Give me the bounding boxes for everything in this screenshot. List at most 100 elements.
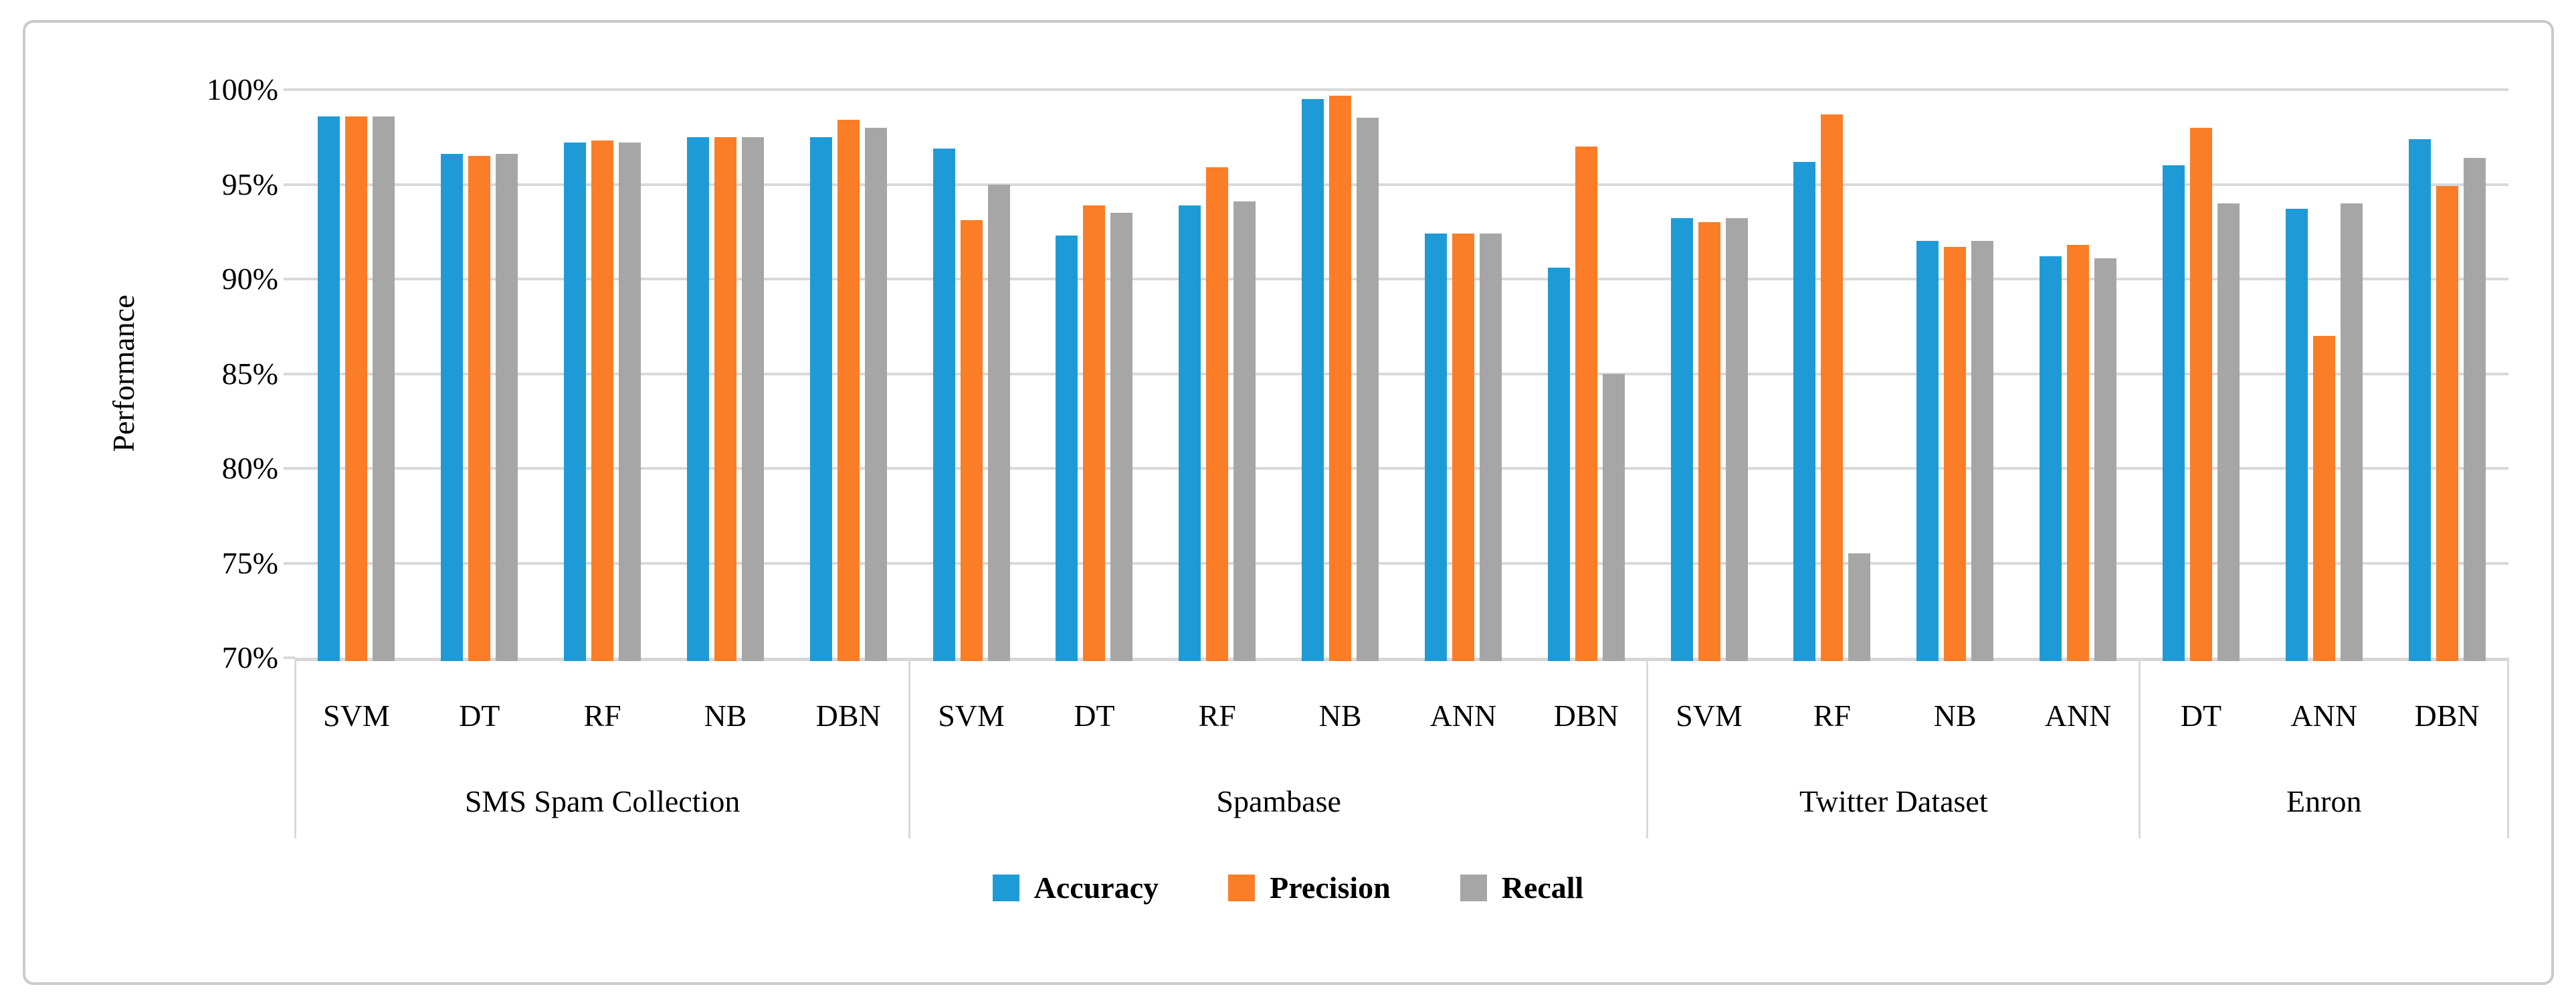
bar-precision	[1329, 95, 1352, 661]
y-tick-label: 85%	[221, 356, 278, 391]
bar-precision	[1206, 167, 1229, 661]
category-divider	[2138, 658, 2141, 838]
legend-label: Precision	[1270, 871, 1391, 905]
bar-precision	[2189, 127, 2212, 661]
algorithm-label: NB	[1933, 699, 1977, 733]
algorithm-label: SVM	[938, 699, 1005, 733]
bar-accuracy	[686, 136, 709, 661]
y-axis-tick	[284, 372, 295, 375]
gridline	[295, 88, 2508, 91]
category-divider	[1646, 658, 1649, 838]
y-tick-label: 100%	[206, 72, 278, 106]
y-tick-label: 75%	[221, 545, 278, 580]
algorithm-label: NB	[704, 699, 747, 733]
bar-recall	[2094, 258, 2117, 661]
bar-precision	[2312, 335, 2335, 661]
gridline	[295, 467, 2508, 470]
bar-recall	[2217, 203, 2240, 661]
legend-swatch-accuracy	[992, 874, 1019, 901]
legend-entry-accuracy: Accuracy	[992, 870, 1159, 905]
dataset-label: Twitter Dataset	[1799, 784, 1988, 818]
bar-precision	[345, 116, 368, 661]
gridline	[295, 278, 2508, 280]
bar-precision	[1698, 222, 1720, 661]
legend-entry-recall: Recall	[1460, 870, 1584, 905]
y-axis-tick	[284, 656, 295, 659]
dataset-label: Enron	[2286, 784, 2362, 818]
bar-recall	[864, 127, 887, 661]
algorithm-label: SVM	[323, 699, 390, 733]
dataset-label: SMS Spam Collection	[464, 784, 740, 818]
algorithm-label: ANN	[2290, 699, 2358, 733]
gridline	[295, 183, 2508, 186]
bar-recall	[1602, 373, 1625, 661]
y-axis-title: Performance	[106, 294, 140, 452]
algorithm-label: DBN	[2414, 699, 2480, 733]
bar-accuracy	[1179, 205, 1201, 661]
bar-precision	[1083, 205, 1106, 661]
gridline	[295, 561, 2508, 565]
y-axis-tick	[284, 88, 295, 91]
legend-swatch-precision	[1228, 874, 1256, 901]
bar-precision	[2436, 186, 2458, 661]
bar-accuracy	[2162, 165, 2185, 661]
legend-entry-precision: Precision	[1228, 870, 1391, 905]
bar-recall	[987, 184, 1010, 661]
algorithm-label: DT	[2180, 699, 2222, 733]
algorithm-label: NB	[1318, 699, 1362, 733]
algorithm-label: RF	[1813, 699, 1852, 733]
bar-precision	[1575, 146, 1597, 661]
bar-recall	[496, 154, 518, 661]
y-tick-label: 95%	[221, 167, 278, 201]
bar-recall	[1848, 553, 1871, 661]
bar-accuracy	[1302, 99, 1324, 661]
bar-accuracy	[932, 148, 955, 661]
gridline	[295, 372, 2508, 375]
bar-recall	[741, 136, 764, 661]
bar-accuracy	[1547, 268, 1570, 661]
bar-recall	[1725, 218, 1748, 661]
bar-precision	[1821, 114, 1844, 661]
bar-precision	[468, 156, 491, 661]
algorithm-label: RF	[1198, 699, 1236, 733]
bar-accuracy	[1670, 218, 1693, 661]
y-axis-tick	[284, 561, 295, 565]
bar-recall	[1233, 201, 1256, 661]
y-axis-tick	[284, 278, 295, 280]
bar-recall	[619, 143, 641, 661]
bar-recall	[2463, 157, 2486, 661]
bar-precision	[2067, 245, 2090, 661]
bar-precision	[1944, 246, 1967, 661]
bar-accuracy	[1916, 241, 1939, 661]
bar-precision	[591, 141, 614, 661]
y-tick-label: 90%	[221, 262, 278, 296]
legend: Accuracy Precision Recall	[0, 870, 2576, 905]
bar-accuracy	[2285, 209, 2308, 661]
bar-precision	[960, 220, 983, 661]
y-axis-tick	[284, 467, 295, 470]
bar-precision	[714, 136, 736, 661]
bar-accuracy	[2408, 139, 2431, 661]
legend-swatch-recall	[1460, 874, 1487, 901]
bar-recall	[2340, 203, 2363, 661]
bar-accuracy	[1056, 235, 1078, 661]
algorithm-label: DT	[1074, 699, 1115, 733]
algorithm-label: RF	[583, 699, 621, 733]
legend-label: Accuracy	[1033, 871, 1159, 905]
bar-accuracy	[1424, 234, 1447, 661]
x-axis-line	[295, 658, 2508, 661]
category-divider	[294, 658, 296, 838]
bar-recall	[1479, 234, 1502, 661]
legend-label: Recall	[1501, 871, 1584, 905]
algorithm-label: ANN	[2044, 699, 2112, 733]
bar-accuracy	[441, 154, 464, 661]
bar-recall	[1110, 212, 1133, 661]
dataset-label: Spambase	[1216, 784, 1341, 818]
bar-recall	[1971, 241, 1994, 661]
algorithm-label: DBN	[1553, 699, 1619, 733]
category-divider	[2507, 658, 2509, 838]
bar-precision	[837, 120, 860, 661]
bar-accuracy	[809, 136, 832, 661]
bar-accuracy	[318, 116, 340, 661]
